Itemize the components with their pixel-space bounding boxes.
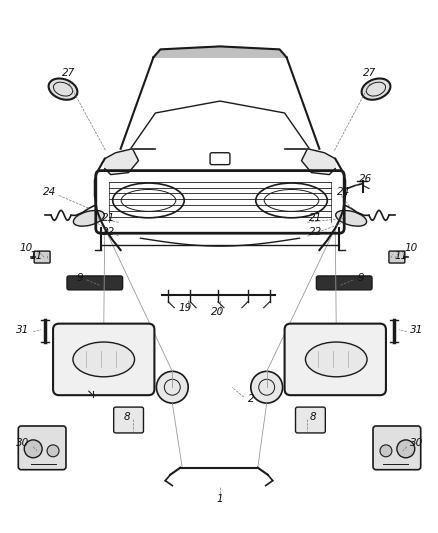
Text: 19: 19 — [178, 303, 191, 313]
Text: 8: 8 — [124, 412, 130, 422]
Circle shape — [47, 445, 59, 457]
Text: 30: 30 — [16, 438, 29, 448]
FancyBboxPatch shape — [18, 426, 66, 470]
Circle shape — [250, 372, 282, 403]
FancyBboxPatch shape — [284, 324, 385, 395]
Text: 24: 24 — [42, 188, 56, 197]
Text: 10: 10 — [404, 243, 417, 253]
FancyBboxPatch shape — [295, 407, 325, 433]
FancyBboxPatch shape — [316, 276, 371, 290]
Ellipse shape — [49, 78, 77, 100]
Text: 11: 11 — [394, 251, 407, 261]
Ellipse shape — [73, 342, 134, 377]
Text: 9: 9 — [356, 273, 363, 283]
Text: 2: 2 — [247, 394, 254, 404]
Text: 27: 27 — [62, 68, 75, 78]
Circle shape — [24, 440, 42, 458]
Ellipse shape — [335, 211, 366, 226]
Text: 9: 9 — [76, 273, 83, 283]
Ellipse shape — [73, 211, 104, 226]
Text: 26: 26 — [358, 174, 371, 183]
Text: 30: 30 — [409, 438, 422, 448]
Text: 22: 22 — [309, 227, 322, 237]
Text: 31: 31 — [16, 325, 29, 335]
Text: 21: 21 — [102, 213, 115, 223]
FancyBboxPatch shape — [113, 407, 143, 433]
Text: 20: 20 — [211, 306, 224, 317]
Polygon shape — [153, 46, 286, 58]
Polygon shape — [301, 149, 335, 175]
Text: 10: 10 — [20, 243, 33, 253]
Circle shape — [396, 440, 414, 458]
FancyBboxPatch shape — [67, 276, 122, 290]
FancyBboxPatch shape — [372, 426, 420, 470]
Text: 31: 31 — [409, 325, 422, 335]
Text: 7: 7 — [104, 343, 110, 352]
Text: 22: 22 — [102, 227, 115, 237]
Text: 24: 24 — [336, 188, 350, 197]
Ellipse shape — [361, 78, 389, 100]
Circle shape — [156, 372, 188, 403]
Text: 8: 8 — [309, 412, 315, 422]
Text: 11: 11 — [30, 251, 43, 261]
FancyBboxPatch shape — [34, 251, 50, 263]
Text: 1: 1 — [216, 494, 223, 504]
Polygon shape — [105, 149, 138, 175]
FancyBboxPatch shape — [53, 324, 154, 395]
Circle shape — [379, 445, 391, 457]
Ellipse shape — [305, 342, 366, 377]
Text: 27: 27 — [363, 68, 376, 78]
Text: 7: 7 — [328, 343, 335, 352]
Text: 21: 21 — [309, 213, 322, 223]
FancyBboxPatch shape — [388, 251, 404, 263]
